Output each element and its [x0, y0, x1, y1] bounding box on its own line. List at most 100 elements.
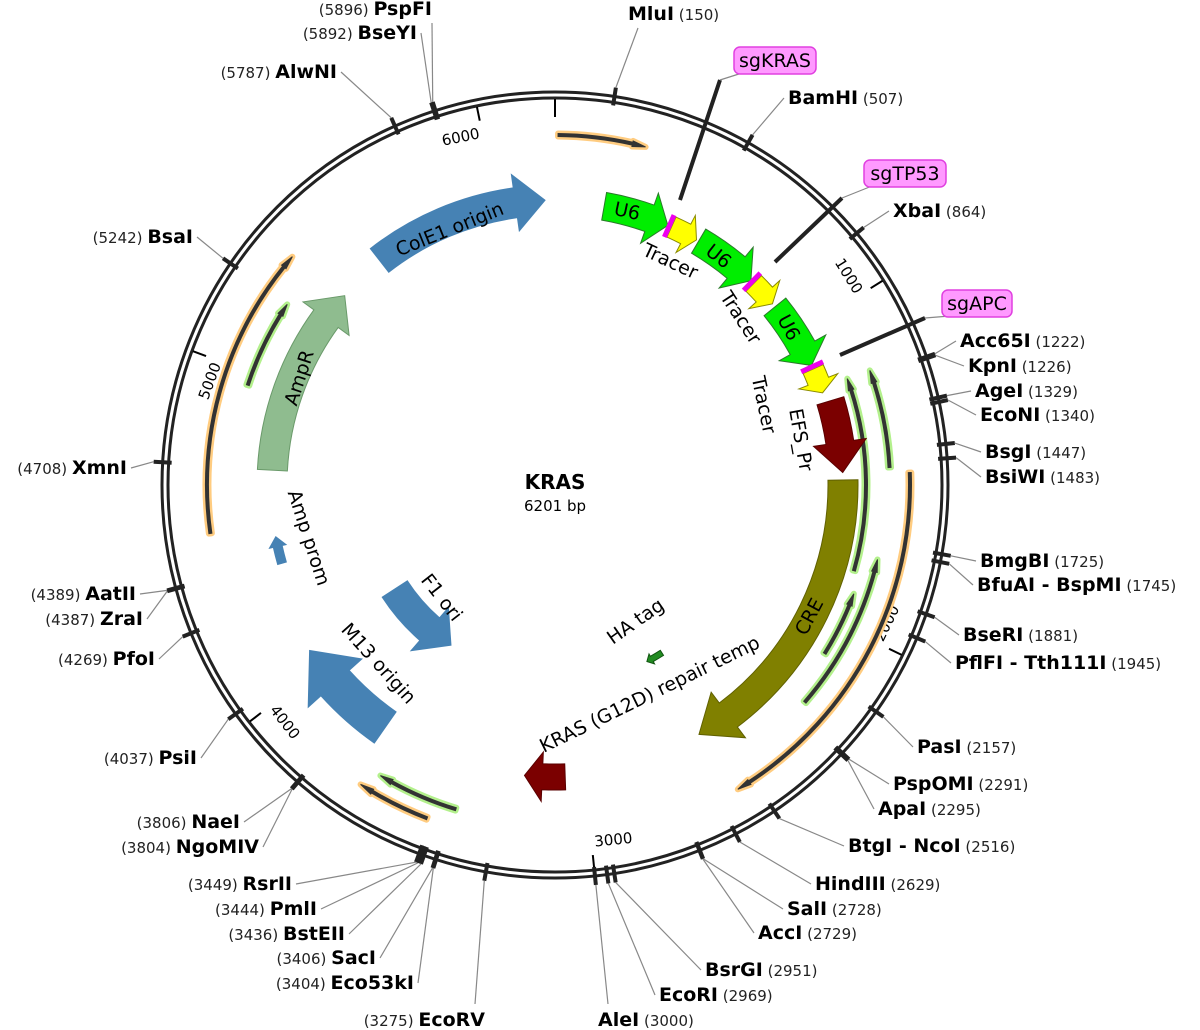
site-label: (3436) BstEII: [228, 923, 345, 945]
ruler-tick: [249, 712, 262, 723]
site-label: (5896) PspFI: [319, 0, 432, 20]
green-arrow: [802, 559, 879, 704]
ruler-tick: [475, 106, 481, 121]
site-bseri[interactable]: BseRI (1881): [916, 609, 1078, 646]
site-leader: [196, 236, 224, 259]
site-btgi-ncoi[interactable]: BtgI - NcoI (2516): [767, 802, 1015, 857]
site-tick: [592, 866, 598, 886]
site-psii[interactable]: (4037) PsiI: [104, 707, 245, 769]
site-saci[interactable]: (3406) SacI: [276, 850, 440, 969]
site-pfoi[interactable]: (4269) PfoI: [58, 628, 201, 670]
site-tick: [729, 825, 742, 843]
site-position: (3000): [644, 1012, 694, 1030]
site-tick: [916, 609, 936, 620]
site-bsteii[interactable]: (3436) BstEII: [228, 846, 429, 945]
feature-label: Tracer: [746, 373, 780, 436]
cre-arrow: [698, 479, 859, 739]
site-tick: [928, 393, 948, 402]
site-mlui[interactable]: MluI (150): [611, 3, 719, 106]
site-position: (864): [946, 203, 986, 221]
site-bseyi[interactable]: (5892) BseYI: [303, 22, 439, 121]
site-ecorv[interactable]: (3275) EcoRV: [364, 862, 490, 1030]
site-label: PflFI - Tth111I (1945): [955, 652, 1161, 674]
u6-arrow: [763, 297, 827, 366]
site-pflfi-tth111i[interactable]: PflFI - Tth111I (1945): [907, 632, 1161, 674]
primer-arrow: [557, 133, 646, 148]
site-apai[interactable]: ApaI (2295): [833, 746, 981, 820]
site-pasi[interactable]: PasI (2157): [867, 704, 1017, 758]
site-econi[interactable]: EcoNI (1340): [929, 398, 1095, 426]
ruler-tick: [870, 279, 884, 290]
site-tick: [610, 864, 618, 883]
site-leader: [946, 390, 972, 397]
site-label: HindIII (2629): [815, 873, 940, 895]
site-pmli[interactable]: (3444) PmlI: [215, 845, 426, 920]
site-bamhi[interactable]: BamHI (507): [741, 87, 903, 152]
site-leader: [779, 817, 845, 847]
site-leader: [320, 862, 419, 910]
site-leader: [130, 461, 154, 469]
site-rsrii[interactable]: (3449) RsrII: [188, 844, 425, 895]
site-bsai[interactable]: (5242) BsaI: [93, 226, 240, 271]
site-label: AccI (2729): [758, 922, 857, 944]
site-acci[interactable]: AccI (2729): [694, 841, 857, 944]
feature-label: Tracer: [638, 239, 701, 284]
site-alwni[interactable]: (5787) AlwNI: [221, 61, 401, 136]
site-ecori[interactable]: EcoRI (2969): [604, 865, 773, 1006]
site-label: (3275) EcoRV: [364, 1009, 486, 1030]
site-position: (1745): [1126, 577, 1176, 595]
site-hindiii[interactable]: HindIII (2629): [729, 825, 941, 895]
site-label: (4037) PsiI: [104, 747, 197, 769]
site-pspfi[interactable]: (5896) PspFI: [319, 0, 441, 120]
site-position: (2969): [723, 987, 773, 1005]
site-bsiwi[interactable]: BsiWI (1483): [937, 455, 1100, 488]
tracer-arrow: [796, 363, 840, 394]
ruler-tick-label: 6000: [440, 124, 481, 149]
site-bsrgi[interactable]: BsrGI (2951): [610, 864, 818, 981]
site-position: (5896): [319, 1, 369, 19]
amp-prom-arrow: [268, 536, 288, 566]
site-position: (1447): [1036, 444, 1086, 462]
site-position: (2157): [966, 739, 1016, 757]
site-tick: [694, 841, 705, 860]
site-tick: [741, 133, 755, 152]
sgrna-sgkras[interactable]: sgKRAS: [678, 46, 817, 201]
site-label: BsiWI (1483): [985, 466, 1100, 488]
sgrna-line: [678, 79, 722, 201]
site-aatii[interactable]: (4389) AatII: [31, 583, 185, 605]
sgrna-sgapc[interactable]: sgAPC: [839, 289, 1013, 357]
u6-arrow: [601, 191, 669, 245]
site-label: AleI (3000): [598, 1009, 694, 1030]
ampr-arrow: [256, 295, 350, 472]
site-tick: [936, 441, 956, 447]
site-bsgi[interactable]: BsgI (1447): [936, 441, 1086, 463]
site-kpni[interactable]: KpnI (1226): [917, 353, 1072, 377]
site-leader: [200, 718, 229, 759]
site-xmni[interactable]: (4708) XmnI: [17, 457, 172, 479]
site-leader: [935, 354, 965, 367]
site-bfuai-bspmi[interactable]: BfuAI - BspMI (1745): [931, 558, 1177, 596]
site-position: (1945): [1111, 655, 1161, 673]
site-leader: [882, 716, 914, 748]
site-naei[interactable]: (3806) NaeI: [137, 773, 305, 833]
site-leader: [948, 563, 974, 586]
sgrna-label: sgAPC: [947, 293, 1007, 315]
site-alei[interactable]: AleI (3000): [592, 866, 694, 1030]
site-leader: [607, 883, 656, 996]
site-agei[interactable]: AgeI (1329): [928, 380, 1078, 402]
site-label: XbaI (864): [893, 200, 986, 222]
ruler-tick: [591, 854, 596, 870]
site-ngomiv[interactable]: (3804) NgoMIV: [121, 774, 306, 858]
site-bmgbi[interactable]: BmgBI (1725): [932, 550, 1104, 572]
site-xbai[interactable]: XbaI (864): [848, 200, 986, 241]
site-leader: [146, 590, 168, 620]
sgrna-sgtp53[interactable]: sgTP53: [773, 159, 947, 264]
site-tick: [181, 628, 201, 639]
site-position: (1881): [1028, 627, 1078, 645]
tracer-arrow: [666, 213, 698, 254]
site-position: (2295): [931, 801, 981, 819]
site-leader: [615, 881, 702, 971]
site-label: BseRI (1881): [963, 624, 1078, 646]
site-leader: [340, 71, 392, 119]
feature-label: HA tag: [603, 594, 668, 649]
